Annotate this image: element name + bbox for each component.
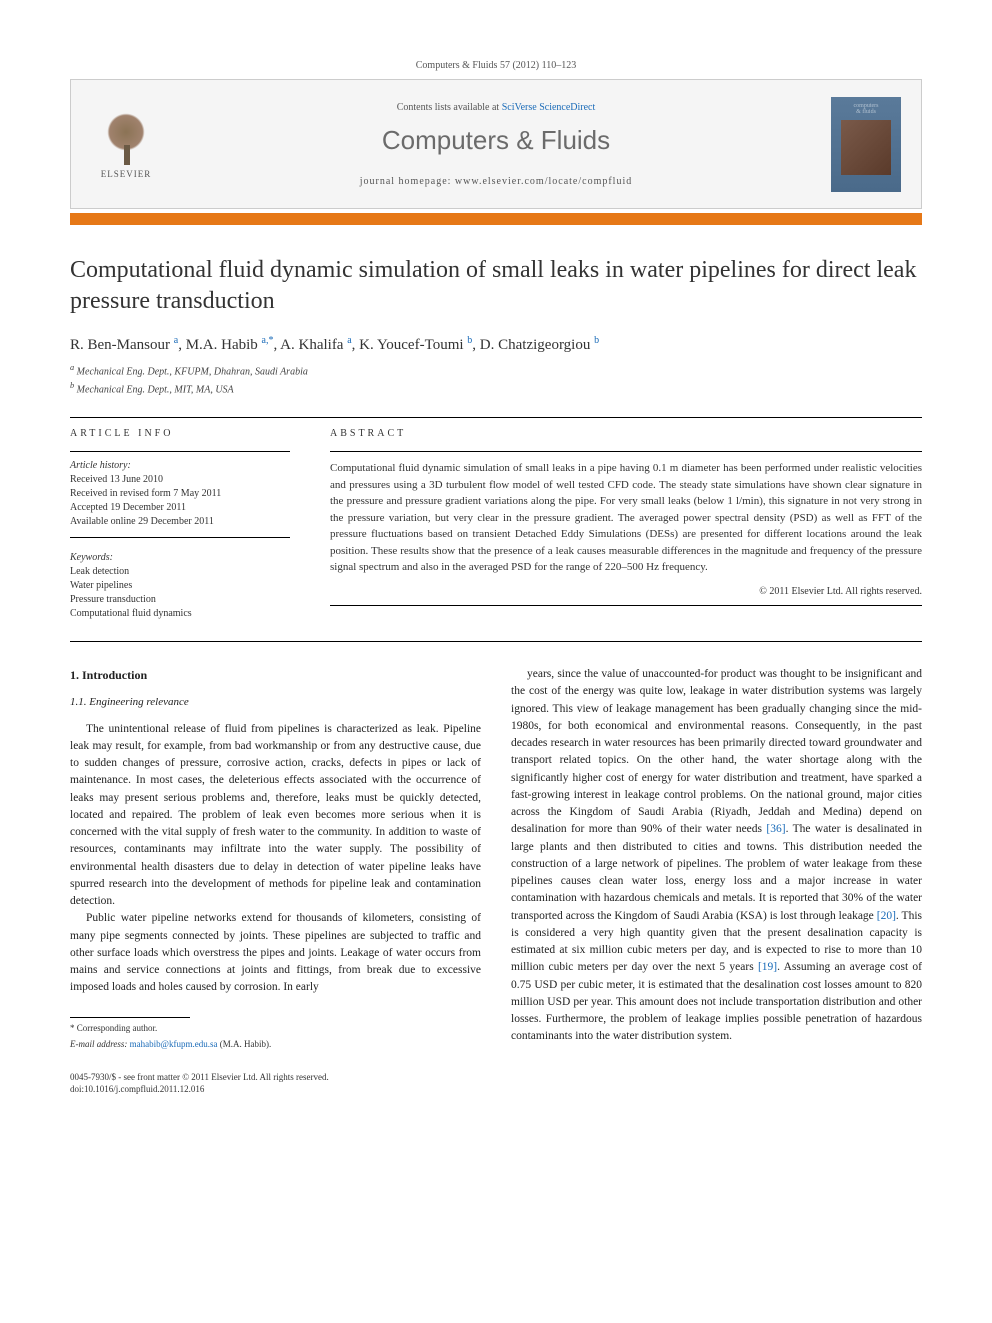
email-footnote: E-mail address: mahabib@kfupm.edu.sa (M.… <box>70 1038 481 1051</box>
history-label: Article history: <box>70 460 290 471</box>
author-email-link[interactable]: mahabib@kfupm.edu.sa <box>130 1039 218 1049</box>
journal-name: Computers & Fluids <box>161 125 831 156</box>
journal-homepage: journal homepage: www.elsevier.com/locat… <box>161 176 831 187</box>
keyword-2: Water pipelines <box>70 579 290 593</box>
article-title: Computational fluid dynamic simulation o… <box>70 255 922 317</box>
orange-divider-bar <box>70 213 922 225</box>
author-list: R. Ben-Mansour a, M.A. Habib a,*, A. Kha… <box>70 335 922 354</box>
journal-cover-thumbnail: computers & fluids <box>831 97 901 192</box>
body-column-left: 1. Introduction 1.1. Engineering relevan… <box>70 666 481 1051</box>
affil-sup-a: a <box>70 363 74 372</box>
page-footer: 0045-7930/$ - see front matter © 2011 El… <box>70 1071 922 1096</box>
history-revised: Received in revised form 7 May 2011 <box>70 487 290 501</box>
subsection-11-heading: 1.1. Engineering relevance <box>70 694 481 711</box>
footer-doi: doi:10.1016/j.compfluid.2011.12.016 <box>70 1083 922 1096</box>
section-divider <box>70 417 922 418</box>
abstract-copyright: © 2011 Elsevier Ltd. All rights reserved… <box>330 586 922 597</box>
keyword-3: Pressure transduction <box>70 593 290 607</box>
article-info-column: ARTICLE INFO Article history: Received 1… <box>70 428 290 621</box>
abstract-heading: ABSTRACT <box>330 428 922 439</box>
journal-header-box: ELSEVIER Contents lists available at Sci… <box>70 79 922 209</box>
abstract-column: ABSTRACT Computational fluid dynamic sim… <box>330 428 922 621</box>
ref-20[interactable]: [20] <box>877 910 896 922</box>
cover-image-icon <box>841 120 891 175</box>
body-para-2: Public water pipeline networks extend fo… <box>70 910 481 996</box>
contents-available-text: Contents lists available at SciVerse Sci… <box>161 102 831 113</box>
email-label: E-mail address: <box>70 1039 127 1049</box>
publisher-name: ELSEVIER <box>101 169 152 179</box>
body-para-1: The unintentional release of fluid from … <box>70 721 481 911</box>
ref-19[interactable]: [19] <box>758 961 777 973</box>
keyword-4: Computational fluid dynamics <box>70 607 290 621</box>
footer-issn: 0045-7930/$ - see front matter © 2011 El… <box>70 1071 922 1084</box>
sciencedirect-link[interactable]: SciVerse ScienceDirect <box>502 102 596 113</box>
keywords-label: Keywords: <box>70 552 290 563</box>
affiliation-a: Mechanical Eng. Dept., KFUPM, Dhahran, S… <box>77 367 308 378</box>
abstract-text: Computational fluid dynamic simulation o… <box>330 460 922 576</box>
email-author-suffix: (M.A. Habib). <box>220 1039 272 1049</box>
corresponding-author-note: * Corresponding author. <box>70 1022 481 1035</box>
footnote-divider <box>70 1017 190 1018</box>
body-column-right: years, since the value of unaccounted-fo… <box>511 666 922 1051</box>
citation-header: Computers & Fluids 57 (2012) 110–123 <box>70 60 922 71</box>
cover-title-2: & fluids <box>856 109 876 116</box>
history-online: Available online 29 December 2011 <box>70 515 290 529</box>
elsevier-logo: ELSEVIER <box>91 104 161 184</box>
contents-label: Contents lists available at <box>397 102 499 113</box>
elsevier-tree-icon <box>101 110 151 165</box>
body-para-3: years, since the value of unaccounted-fo… <box>511 666 922 1046</box>
ref-36[interactable]: [36] <box>766 823 785 835</box>
article-info-heading: ARTICLE INFO <box>70 428 290 439</box>
affiliations: a Mechanical Eng. Dept., KFUPM, Dhahran,… <box>70 362 922 397</box>
section-1-heading: 1. Introduction <box>70 666 481 684</box>
keyword-1: Leak detection <box>70 565 290 579</box>
affiliation-b: Mechanical Eng. Dept., MIT, MA, USA <box>77 384 234 395</box>
history-accepted: Accepted 19 December 2011 <box>70 501 290 515</box>
affil-sup-b: b <box>70 381 74 390</box>
history-received: Received 13 June 2010 <box>70 473 290 487</box>
